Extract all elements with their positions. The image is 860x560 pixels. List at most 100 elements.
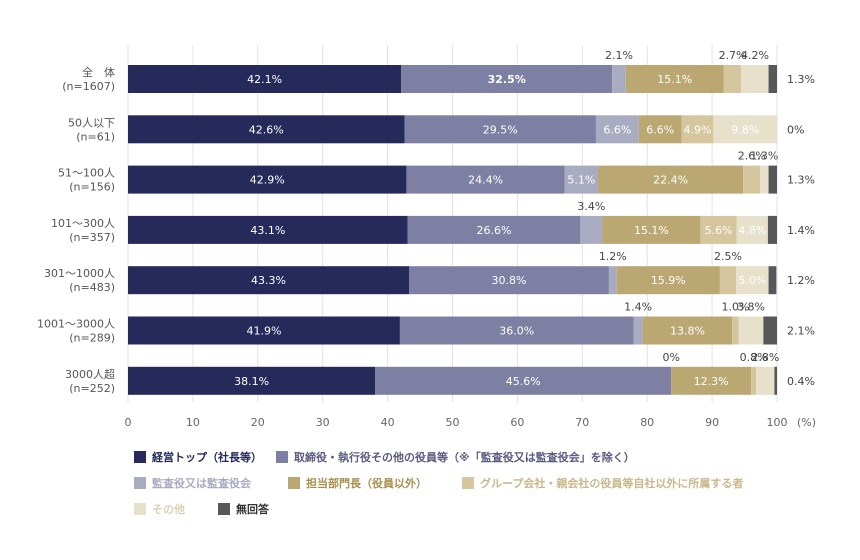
legend-swatch: [134, 477, 146, 489]
bar-segment: [633, 316, 643, 345]
legend-label: 取締役・執行役その他の役員等（※「監査役又は監査役会」を除く）: [294, 451, 635, 464]
bar-segment: [760, 165, 769, 194]
bar-segment: [751, 366, 757, 395]
category-n-label: (n=156): [69, 181, 115, 194]
bar-segment: [768, 65, 777, 93]
bar-segment: [404, 115, 596, 144]
category-label: 101〜300人: [51, 217, 115, 230]
x-tick-label: 100: [767, 416, 788, 429]
data-label: 2.1%: [605, 49, 633, 62]
bar-segment: [719, 266, 737, 295]
bar-segment: [642, 316, 733, 345]
category-n-label: (n=1607): [62, 80, 115, 93]
data-label: 22.4%: [653, 174, 688, 187]
data-label: 1.2%: [599, 250, 627, 263]
x-tick-label: 20: [251, 416, 265, 429]
legend-label: 監査役又は監査役会: [152, 477, 251, 490]
data-label: 5.1%: [567, 174, 595, 187]
data-label: 1.3%: [787, 174, 815, 187]
data-label: 15.9%: [651, 274, 686, 287]
category-label: 全 体: [82, 65, 115, 79]
legend-label: 経営トップ（社長等）: [152, 451, 262, 464]
category-n-label: (n=289): [69, 332, 115, 345]
legend-item: 監査役又は監査役会: [134, 475, 274, 491]
data-label: 6.6%: [646, 123, 674, 136]
data-label: 1.3%: [750, 150, 778, 163]
bar-segment: [625, 65, 724, 93]
data-label: 30.8%: [491, 274, 526, 287]
bar-segment: [128, 215, 408, 244]
data-label: 42.9%: [250, 174, 285, 187]
bar-segment: [407, 215, 581, 244]
data-label: 3.4%: [577, 200, 605, 213]
legend-item: 無回答: [218, 501, 269, 517]
data-label: 2.6%: [738, 150, 766, 163]
bar-segment: [128, 266, 410, 295]
data-label: 4.2%: [741, 49, 769, 62]
bar-segment: [768, 266, 777, 295]
bar-segment: [128, 115, 405, 144]
bar-segment: [743, 165, 761, 194]
category-label: 51〜100人: [58, 167, 115, 180]
data-label: 2.5%: [714, 250, 742, 263]
legend-item: 取締役・執行役その他の役員等（※「監査役又は監査役会」を除く）: [276, 449, 635, 465]
data-label: 15.1%: [634, 224, 669, 237]
data-label: 0.8%: [740, 351, 768, 364]
bar-segment: [597, 165, 744, 194]
bar-segment: [768, 165, 777, 194]
legend-swatch: [218, 503, 230, 515]
bar-segment: [128, 316, 400, 345]
data-label: 0%: [662, 351, 679, 364]
bar-segment: [671, 366, 752, 395]
data-label: 29.5%: [483, 123, 518, 136]
bar-segment: [681, 115, 714, 144]
bar-segment: [741, 65, 769, 93]
data-label: 4.9%: [684, 123, 712, 136]
data-label: 3.8%: [737, 301, 765, 314]
bar-segments: 42.1% 32.5% 2.1% 15.1% 2.7%4.2% 1.3% 42.6% 29.5…: [128, 49, 815, 395]
bar-segment: [738, 316, 764, 345]
category-label: 3000人超: [65, 367, 115, 381]
bar-segment: [406, 165, 565, 194]
data-label: 9.8%: [731, 123, 759, 136]
bar-segment: [774, 366, 777, 395]
data-label: 2.1%: [787, 325, 815, 338]
x-tick-label: 0: [125, 416, 132, 429]
legend-item: 担当部門長（役員以外）: [288, 475, 448, 491]
bar-segment: [564, 165, 598, 194]
bar-segment: [700, 215, 737, 244]
data-label: 1.0%: [721, 301, 749, 314]
legend-swatch: [276, 451, 288, 463]
x-tick-label: 60: [510, 416, 524, 429]
category-label: 50人以下: [68, 116, 115, 129]
data-label: 1.4%: [624, 301, 652, 314]
data-label: 13.8%: [670, 325, 705, 338]
bar-segment: [612, 65, 626, 93]
data-label: 2.8%: [751, 351, 779, 364]
data-label: 5.0%: [738, 274, 766, 287]
data-label: 6.6%: [603, 123, 631, 136]
data-label: 1.4%: [787, 224, 815, 237]
data-label: 1.3%: [787, 73, 815, 86]
legend-swatch: [134, 451, 146, 463]
data-label: 26.6%: [477, 224, 512, 237]
data-label: 36.0%: [499, 325, 534, 338]
legend-label: 無回答: [236, 503, 269, 516]
bar-segment: [767, 215, 777, 244]
category-n-label: (n=357): [69, 231, 115, 244]
x-tick-label: 10: [186, 416, 200, 429]
data-label: 12.3%: [694, 375, 729, 388]
bar-segment: [756, 366, 775, 395]
bar-segment: [401, 65, 613, 93]
legend-label: その他: [152, 503, 185, 516]
legend-swatch: [462, 477, 474, 489]
x-tick-label: 80: [640, 416, 654, 429]
data-label: 43.3%: [251, 274, 286, 287]
bar-segment: [736, 266, 769, 295]
legend-label: 担当部門長（役員以外）: [306, 477, 427, 490]
bar-segment: [595, 115, 639, 144]
category-labels: 全 体(n=1607) 50人以下(n=61) 51〜100人(n=156) 101〜…: [37, 65, 115, 395]
bar-segment: [602, 215, 701, 244]
data-label: 32.5%: [488, 73, 526, 86]
data-label: 24.4%: [468, 174, 503, 187]
